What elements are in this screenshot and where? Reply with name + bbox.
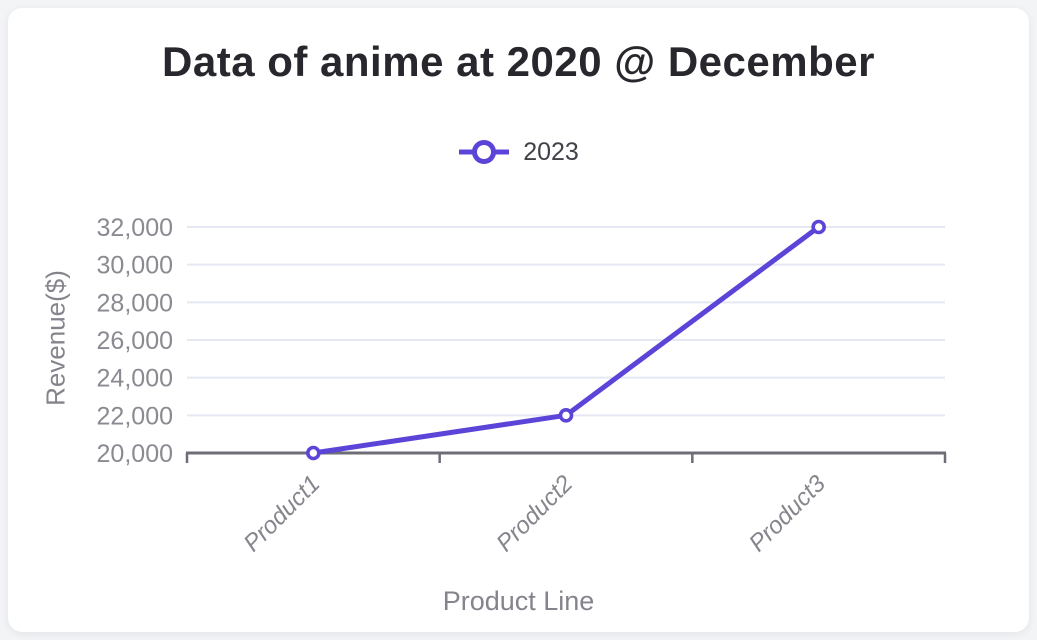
legend-label: 2023 — [523, 137, 579, 166]
data-point[interactable] — [558, 408, 574, 423]
data-point[interactable] — [306, 445, 321, 461]
x-category-label: Product2 — [491, 470, 578, 557]
y-tick-label: 28,000 — [97, 289, 173, 317]
y-tick-label: 22,000 — [97, 402, 173, 430]
x-category-label: Product3 — [744, 470, 831, 557]
y-tick-label: 32,000 — [97, 214, 173, 242]
legend-line-marker-icon — [459, 140, 510, 164]
chart-title: Data of anime at 2020 @ December — [162, 38, 875, 85]
y-tick-label: 26,000 — [97, 327, 173, 355]
legend-item-2023[interactable]: 2023 — [8, 136, 1029, 168]
x-category-label: Product1 — [239, 470, 326, 557]
x-axis-title: Product Line — [442, 586, 595, 616]
line-chart-plot-area: 20,000 22,000 24,000 26,000 28,000 30,000 32,0… — [97, 214, 947, 557]
y-axis-title: Revenue($) — [40, 270, 71, 406]
y-tick-label: 24,000 — [97, 365, 173, 393]
data-point[interactable] — [811, 219, 826, 235]
y-tick-label: 30,000 — [97, 252, 173, 280]
y-tick-label: 20,000 — [97, 440, 173, 468]
chart-card: Data of anime at 2020 @ December 2023 20… — [8, 8, 1029, 632]
